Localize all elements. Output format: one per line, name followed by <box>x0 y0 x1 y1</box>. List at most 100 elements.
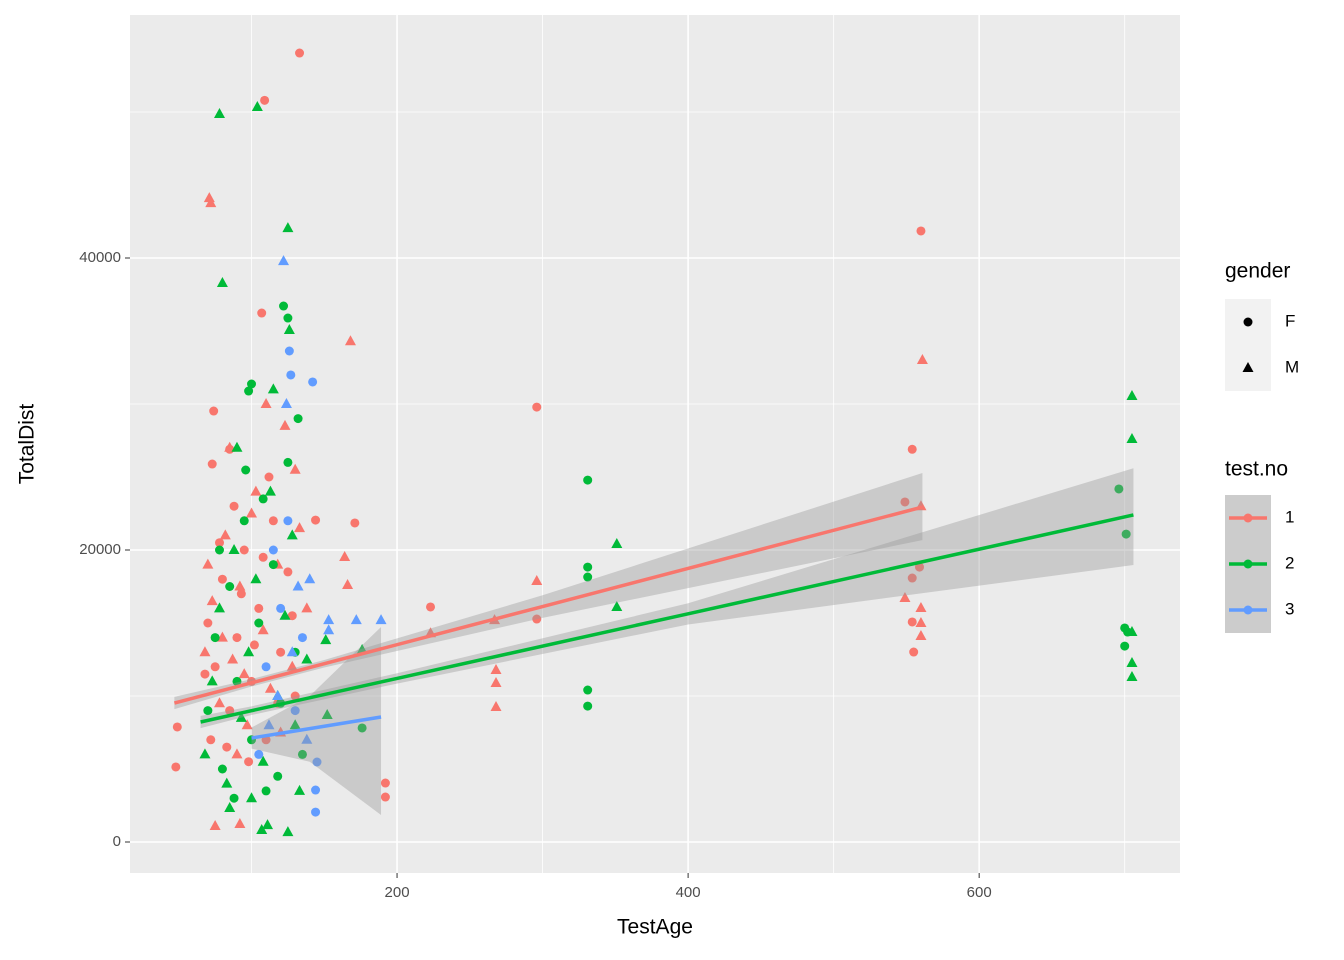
confidence-band <box>174 473 923 710</box>
point <box>294 784 306 795</box>
point <box>279 301 289 311</box>
point <box>257 624 269 635</box>
point <box>268 516 278 526</box>
point <box>490 700 502 711</box>
point <box>295 48 305 58</box>
point <box>380 778 390 788</box>
point <box>244 386 254 396</box>
point <box>199 748 211 759</box>
point <box>287 611 297 621</box>
legend-label: F <box>1285 311 1295 330</box>
point <box>246 507 258 518</box>
point <box>289 463 301 474</box>
point <box>254 618 264 628</box>
point <box>254 749 264 759</box>
point <box>583 701 593 711</box>
point <box>227 653 239 664</box>
point <box>241 719 253 730</box>
point <box>279 609 291 620</box>
point <box>232 676 242 686</box>
point <box>264 682 276 693</box>
legend-key <box>1243 317 1253 327</box>
legend-key-bg <box>1225 299 1271 391</box>
point <box>1120 641 1130 651</box>
point <box>357 723 367 733</box>
point <box>350 518 360 528</box>
point <box>915 601 927 612</box>
point <box>236 589 246 599</box>
point <box>250 485 262 496</box>
legend-title: test.no <box>1225 458 1288 481</box>
confidence-band <box>251 626 382 815</box>
point <box>900 497 910 507</box>
legend-key <box>1243 605 1253 615</box>
point <box>286 370 296 380</box>
x-tick-label: 600 <box>967 884 992 901</box>
point <box>283 323 295 334</box>
point <box>1121 529 1131 539</box>
point <box>289 719 301 730</box>
point <box>260 95 270 105</box>
point <box>228 544 240 555</box>
point <box>323 614 335 625</box>
point <box>283 516 293 526</box>
point <box>267 383 279 394</box>
point <box>214 108 226 119</box>
point <box>1126 626 1138 637</box>
legend-label: 2 <box>1285 553 1294 572</box>
legend-key <box>1243 513 1253 523</box>
point <box>311 807 321 817</box>
point <box>257 755 269 766</box>
point <box>273 771 283 781</box>
point <box>243 646 255 657</box>
point <box>209 406 219 416</box>
point <box>209 819 221 830</box>
point <box>909 647 919 657</box>
point <box>232 633 242 643</box>
point <box>280 398 292 409</box>
point <box>282 222 294 233</box>
fit-line <box>173 505 923 705</box>
point <box>297 633 307 643</box>
point <box>202 558 214 569</box>
point <box>205 197 217 208</box>
point <box>294 522 306 533</box>
point <box>250 573 262 584</box>
point <box>531 574 543 585</box>
point <box>210 633 220 643</box>
point <box>344 335 356 346</box>
point <box>254 603 264 613</box>
point <box>915 617 927 628</box>
point <box>320 634 332 645</box>
y-tick-label: 40000 <box>79 249 121 266</box>
point <box>251 101 263 112</box>
point <box>263 719 275 730</box>
point <box>583 562 593 572</box>
point <box>247 379 257 389</box>
point <box>290 691 300 701</box>
legend-title: gender <box>1225 260 1290 283</box>
point <box>1126 657 1138 668</box>
point <box>239 545 249 555</box>
point <box>229 793 239 803</box>
point <box>321 708 333 719</box>
y-axis-title: TotalDist <box>16 404 39 485</box>
point <box>1114 484 1124 494</box>
point <box>268 560 278 570</box>
point <box>283 567 293 577</box>
point <box>258 494 268 504</box>
point <box>172 722 182 732</box>
point <box>532 614 542 624</box>
point <box>272 690 284 701</box>
point <box>229 501 239 511</box>
point <box>304 573 316 584</box>
point <box>286 529 298 540</box>
point <box>231 748 243 759</box>
point <box>350 614 362 625</box>
point <box>216 631 228 642</box>
point <box>907 444 917 454</box>
legend-label: M <box>1285 357 1299 376</box>
point <box>215 545 225 555</box>
legend-label: 3 <box>1285 599 1294 618</box>
